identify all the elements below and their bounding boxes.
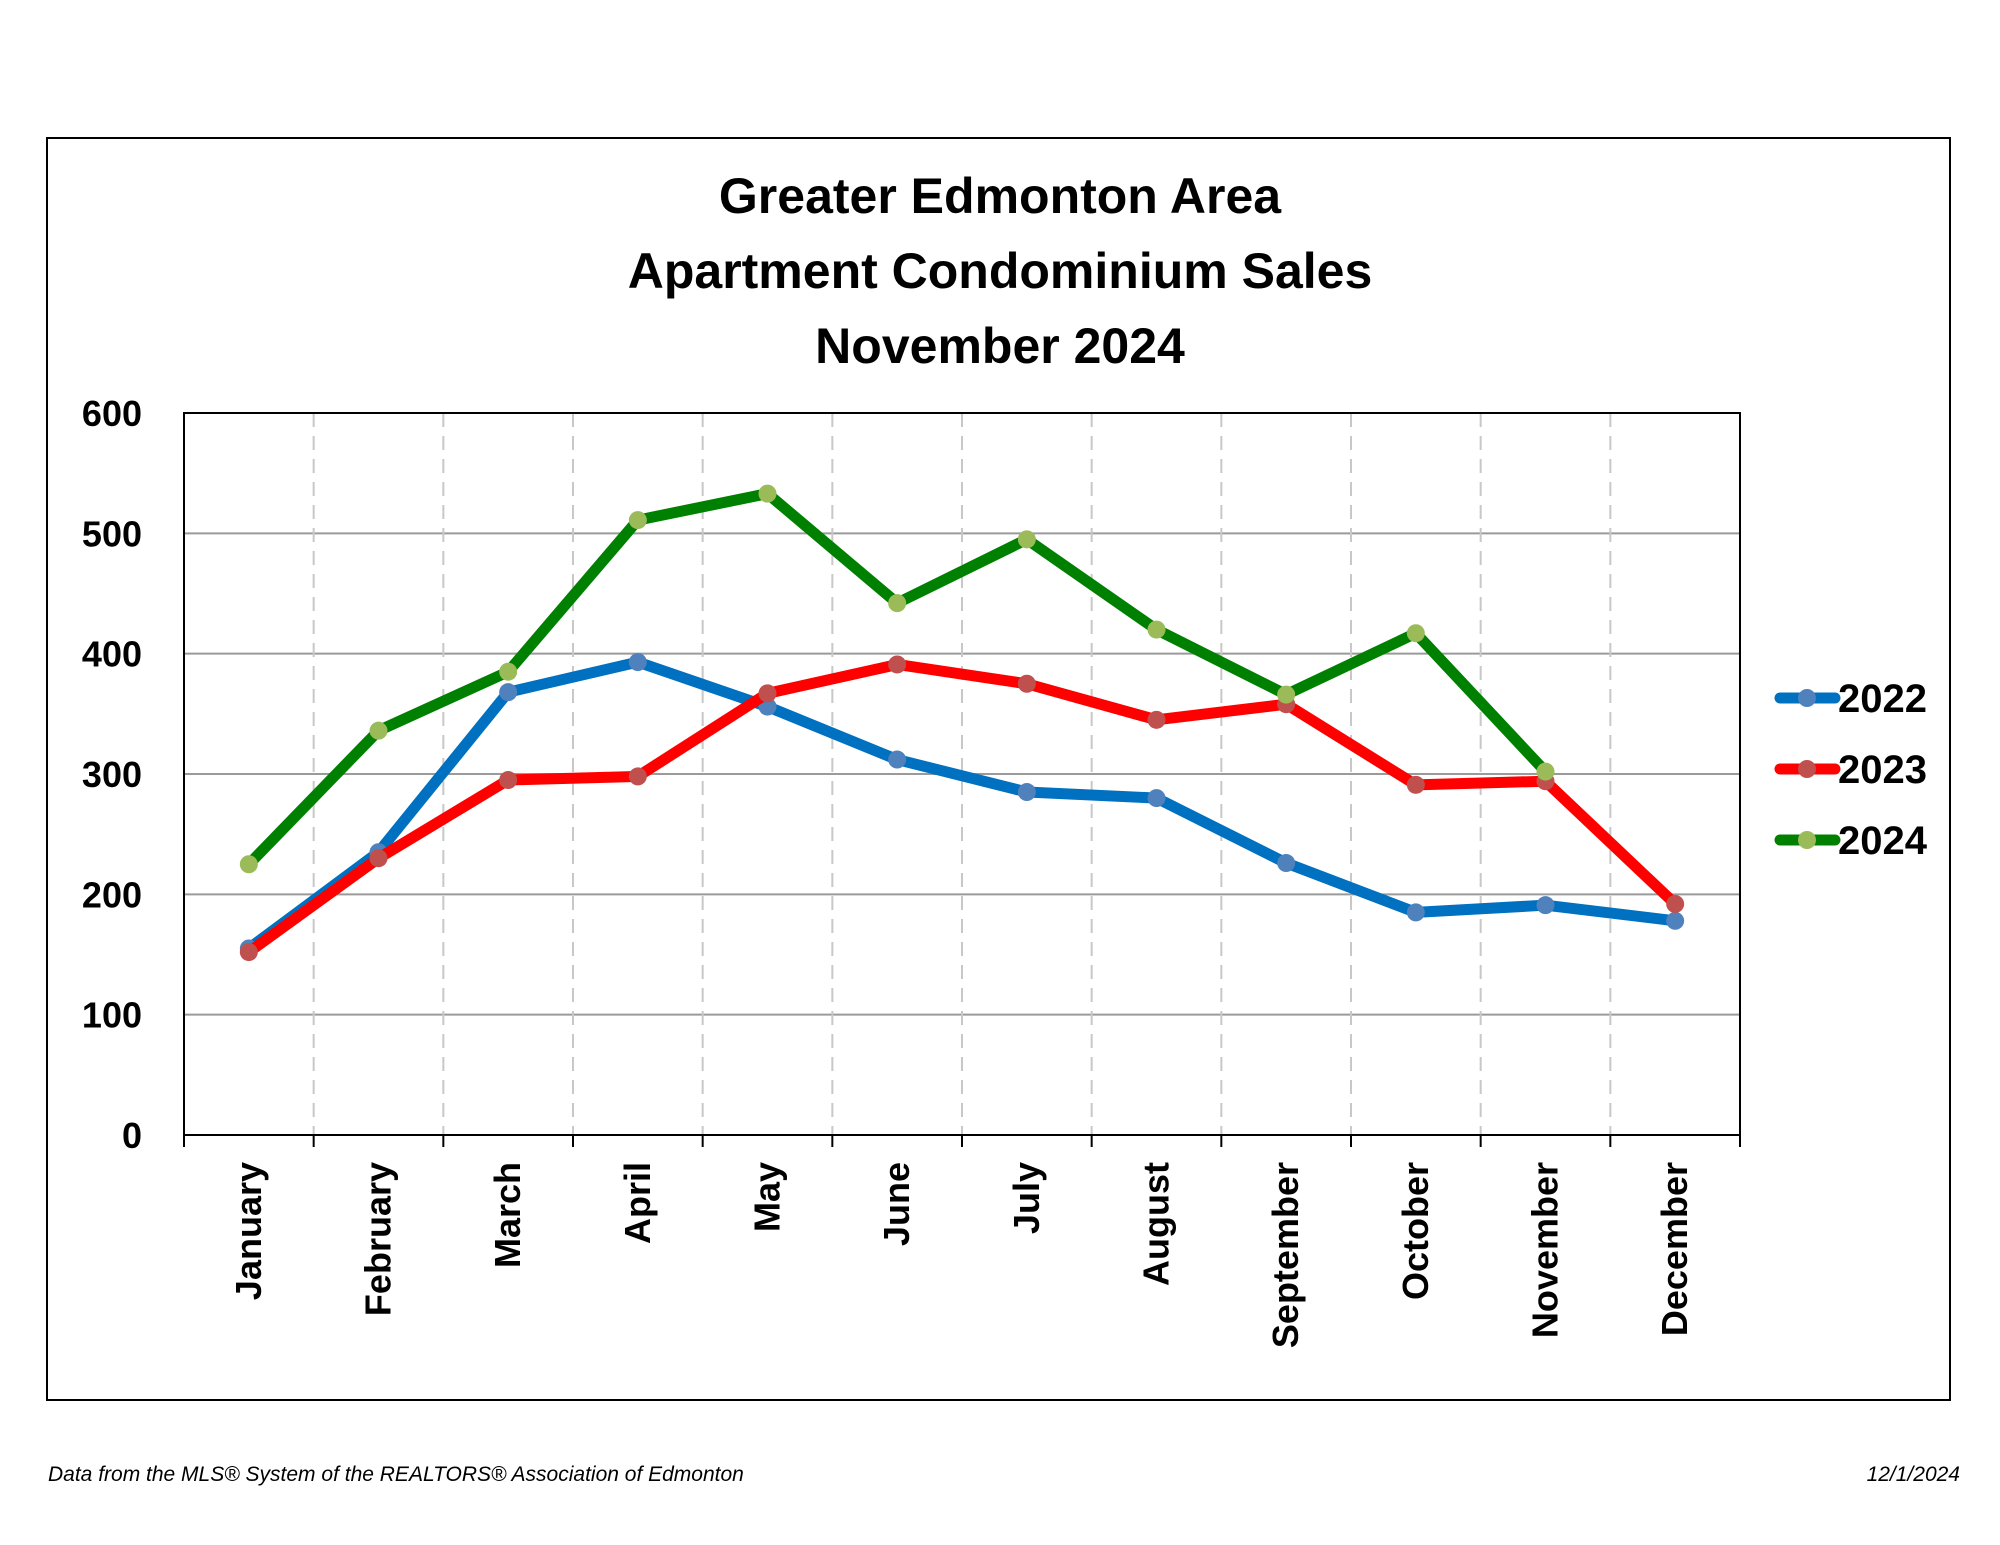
data-point [369,849,388,868]
data-point [628,511,647,530]
x-tick-label: December [1654,1162,1695,1336]
data-point [1277,685,1296,704]
data-point [1017,783,1036,802]
data-point [888,750,907,769]
data-point [499,683,518,702]
data-point [1277,854,1296,873]
data-point [628,653,647,672]
data-point [1017,530,1036,549]
data-point [1147,789,1166,808]
x-tick-label: October [1395,1162,1436,1300]
chart-title-line: Greater Edmonton Area [719,168,1282,224]
legend: 2022 2023 2024 [1774,677,1928,863]
data-point [758,484,777,503]
grid [184,413,1740,1135]
data-point [1406,903,1425,922]
chart-title-line: November 2024 [815,318,1185,374]
chart-title-line: Apartment Condominium Sales [628,243,1373,299]
legend-entry-2023: 2023 [1774,748,1927,792]
legend-label: 2024 [1838,819,1928,863]
data-point [1536,896,1555,915]
data-point [758,684,777,703]
data-point [499,662,518,681]
footer-date: 12/1/2024 [1866,1463,1960,1486]
x-tick-label: January [228,1162,269,1300]
data-point [1406,775,1425,794]
data-point [1147,620,1166,639]
data-point [239,943,258,962]
x-axis: January February March April May June July Augu… [183,1135,1741,1348]
legend-label: 2023 [1838,748,1927,792]
series [239,484,1685,962]
legend-entry-2024: 2024 [1774,819,1928,863]
chart-border [46,137,1951,1401]
y-tick-label: 100 [82,995,142,1036]
data-point [499,771,518,790]
data-point [888,655,907,674]
y-tick-label: 300 [82,754,142,795]
legend-label: 2022 [1838,677,1927,721]
x-tick-label: July [1006,1162,1047,1234]
x-tick-label: August [1136,1162,1177,1286]
x-tick-label: February [358,1162,399,1316]
data-point [888,594,907,613]
data-point [369,721,388,740]
series-2024 [239,484,1555,874]
series-line [243,656,1681,954]
y-tick-label: 0 [122,1115,142,1156]
x-tick-label: September [1265,1162,1306,1348]
legend-swatch-marker [1798,689,1816,707]
data-point [239,855,258,874]
y-tick-label: 200 [82,874,142,915]
data-point [1666,894,1685,913]
series-line [243,658,1681,958]
y-axis: 0 100 200 300 400 500 600 [82,393,142,1156]
legend-swatch-marker [1798,760,1816,778]
y-tick-label: 400 [82,634,142,675]
x-tick-label: April [617,1162,658,1244]
x-tick-label: November [1525,1162,1566,1338]
legend-swatch-marker [1798,831,1816,849]
data-point [1666,911,1685,930]
y-tick-label: 500 [82,513,142,554]
data-point [628,767,647,786]
data-point [1147,710,1166,729]
data-point [1406,624,1425,643]
x-tick-label: June [876,1162,917,1246]
data-point [1017,674,1036,693]
y-tick-label: 600 [82,393,142,434]
chart-title: Greater Edmonton Area Apartment Condomini… [628,168,1373,374]
x-tick-label: May [747,1162,788,1232]
footer-source: Data from the MLS® System of the REALTOR… [48,1463,744,1486]
data-point [1536,762,1555,781]
x-tick-label: March [487,1162,528,1268]
legend-entry-2022: 2022 [1774,677,1927,721]
